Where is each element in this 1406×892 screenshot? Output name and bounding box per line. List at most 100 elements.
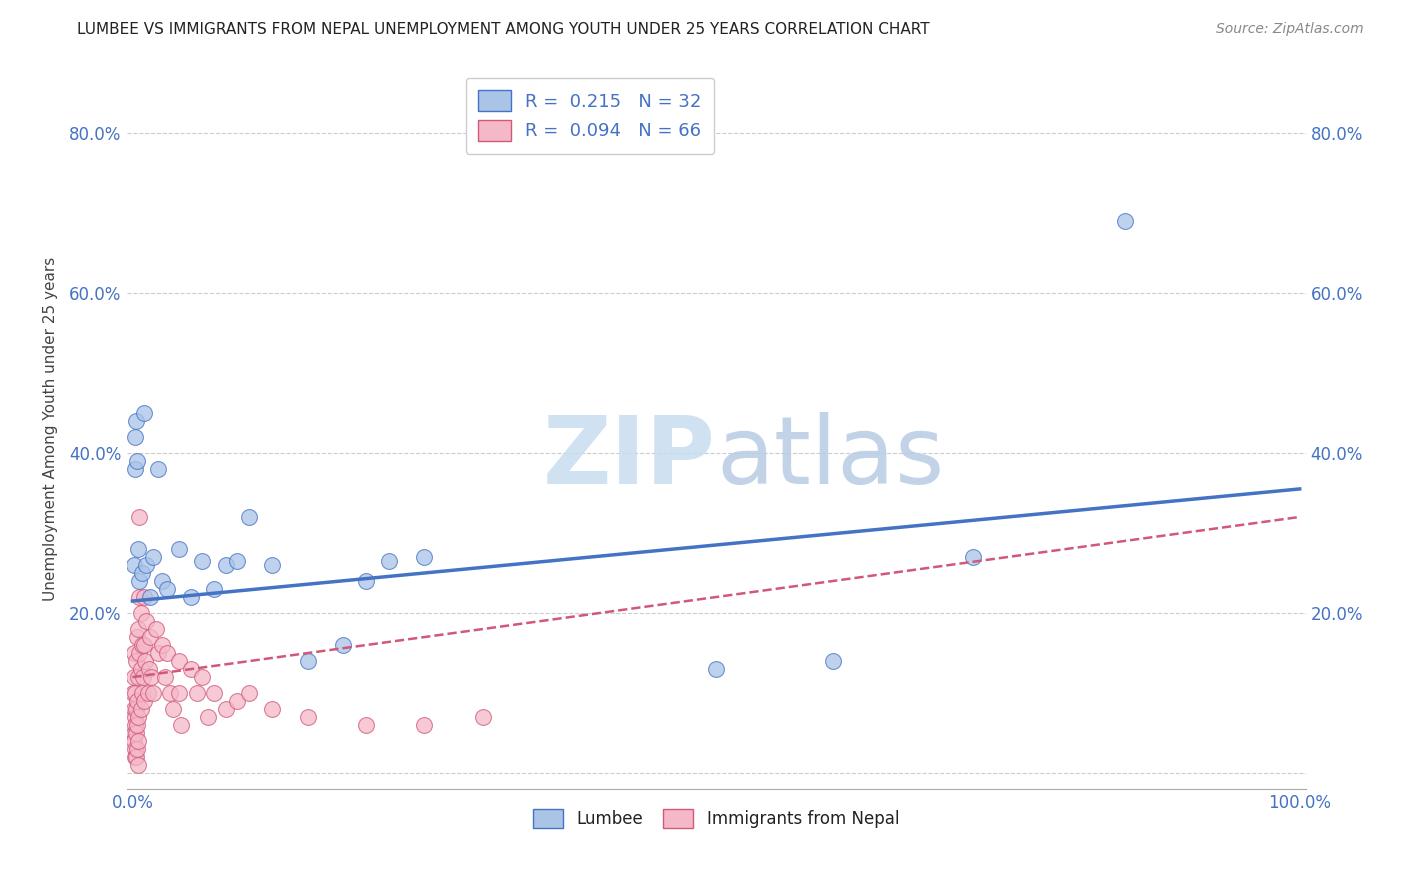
- Point: [167, 654, 190, 668]
- Point: [128, 574, 150, 588]
- Point: [128, 590, 150, 604]
- Point: [125, 750, 148, 764]
- Point: [226, 554, 249, 568]
- Point: [704, 662, 727, 676]
- Point: [139, 590, 162, 604]
- Point: [131, 686, 153, 700]
- Text: Source: ZipAtlas.com: Source: ZipAtlas.com: [1216, 22, 1364, 37]
- Point: [142, 549, 165, 564]
- Point: [354, 574, 377, 588]
- Point: [202, 686, 225, 700]
- Point: [132, 590, 155, 604]
- Point: [150, 574, 173, 588]
- Point: [202, 582, 225, 596]
- Point: [134, 654, 156, 668]
- Point: [262, 702, 284, 716]
- Point: [821, 654, 844, 668]
- Point: [132, 406, 155, 420]
- Point: [162, 702, 184, 716]
- Point: [124, 750, 146, 764]
- Point: [413, 718, 436, 732]
- Point: [131, 638, 153, 652]
- Point: [127, 670, 149, 684]
- Point: [215, 558, 238, 572]
- Point: [297, 710, 319, 724]
- Point: [167, 541, 190, 556]
- Point: [135, 614, 157, 628]
- Point: [180, 662, 202, 676]
- Point: [132, 694, 155, 708]
- Point: [124, 462, 146, 476]
- Point: [129, 662, 152, 676]
- Point: [156, 582, 179, 596]
- Point: [127, 541, 149, 556]
- Point: [146, 462, 169, 476]
- Point: [127, 742, 149, 756]
- Point: [129, 702, 152, 716]
- Point: [125, 726, 148, 740]
- Point: [125, 702, 148, 716]
- Point: [150, 638, 173, 652]
- Point: [226, 694, 249, 708]
- Point: [238, 510, 260, 524]
- Point: [138, 662, 160, 676]
- Text: ZIP: ZIP: [543, 412, 716, 504]
- Point: [122, 726, 145, 740]
- Point: [156, 646, 179, 660]
- Point: [127, 622, 149, 636]
- Point: [124, 430, 146, 444]
- Point: [139, 670, 162, 684]
- Legend: Lumbee, Immigrants from Nepal: Lumbee, Immigrants from Nepal: [526, 803, 905, 835]
- Point: [1114, 213, 1136, 227]
- Point: [124, 718, 146, 732]
- Point: [122, 702, 145, 716]
- Point: [127, 734, 149, 748]
- Point: [962, 549, 984, 564]
- Point: [191, 670, 214, 684]
- Point: [238, 686, 260, 700]
- Point: [127, 694, 149, 708]
- Text: atlas: atlas: [716, 412, 945, 504]
- Point: [297, 654, 319, 668]
- Point: [378, 554, 401, 568]
- Point: [127, 630, 149, 644]
- Point: [124, 710, 146, 724]
- Point: [128, 510, 150, 524]
- Point: [125, 414, 148, 428]
- Point: [125, 654, 148, 668]
- Point: [122, 670, 145, 684]
- Point: [124, 742, 146, 756]
- Point: [127, 454, 149, 468]
- Point: [129, 606, 152, 620]
- Point: [127, 758, 149, 772]
- Point: [167, 686, 190, 700]
- Text: LUMBEE VS IMMIGRANTS FROM NEPAL UNEMPLOYMENT AMONG YOUTH UNDER 25 YEARS CORRELAT: LUMBEE VS IMMIGRANTS FROM NEPAL UNEMPLOY…: [77, 22, 929, 37]
- Point: [132, 670, 155, 684]
- Point: [131, 566, 153, 580]
- Point: [122, 686, 145, 700]
- Point: [153, 670, 176, 684]
- Point: [180, 590, 202, 604]
- Point: [127, 718, 149, 732]
- Point: [122, 646, 145, 660]
- Point: [197, 710, 219, 724]
- Point: [332, 638, 354, 652]
- Point: [215, 702, 238, 716]
- Point: [139, 630, 162, 644]
- Point: [354, 718, 377, 732]
- Point: [262, 558, 284, 572]
- Point: [142, 686, 165, 700]
- Point: [191, 554, 214, 568]
- Point: [186, 686, 208, 700]
- Point: [413, 549, 436, 564]
- Point: [136, 686, 159, 700]
- Point: [122, 734, 145, 748]
- Point: [124, 686, 146, 700]
- Y-axis label: Unemployment Among Youth under 25 years: Unemployment Among Youth under 25 years: [44, 257, 58, 601]
- Point: [132, 638, 155, 652]
- Point: [170, 718, 193, 732]
- Point: [145, 622, 167, 636]
- Point: [135, 558, 157, 572]
- Point: [471, 710, 494, 724]
- Point: [159, 686, 181, 700]
